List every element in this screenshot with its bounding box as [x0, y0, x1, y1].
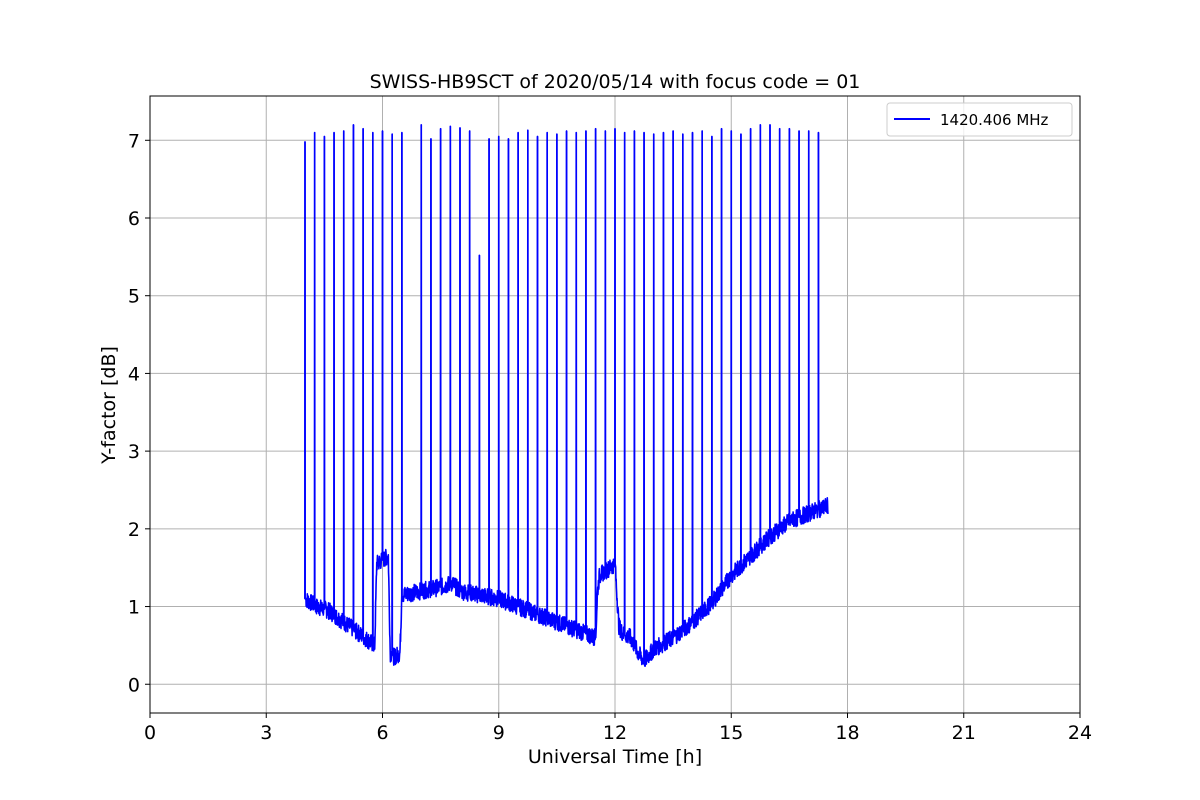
- x-axis-label: Universal Time [h]: [528, 746, 702, 768]
- y-tick-label: 5: [128, 286, 140, 308]
- x-tick-label: 24: [1068, 722, 1092, 744]
- x-tick-label: 9: [493, 722, 505, 744]
- y-tick-label: 7: [128, 130, 140, 152]
- legend-box: [886, 102, 1073, 137]
- x-tick-label: 6: [376, 722, 388, 744]
- x-tick-label: 12: [603, 722, 627, 744]
- x-tick-label: 0: [144, 722, 156, 744]
- chart-title: SWISS-HB9SCT of 2020/05/14 with focus co…: [370, 71, 861, 93]
- y-tick-label: 2: [128, 519, 140, 541]
- x-tick-label: 18: [835, 722, 859, 744]
- y-tick-label: 6: [128, 208, 140, 230]
- legend-label: 1420.406 MHz: [940, 111, 1049, 129]
- y-axis-label: Y-factor [dB]: [98, 346, 120, 465]
- y-tick-label: 4: [128, 363, 140, 385]
- x-tick-label: 3: [260, 722, 272, 744]
- series-layer: [304, 123, 829, 667]
- x-tick-label: 21: [952, 722, 976, 744]
- y-tick-label: 0: [128, 674, 140, 696]
- y-tick-label: 3: [128, 441, 140, 463]
- y-tick-label: 1: [128, 597, 140, 619]
- legend: 1420.406 MHz: [886, 102, 1073, 137]
- x-tick-label: 15: [719, 722, 743, 744]
